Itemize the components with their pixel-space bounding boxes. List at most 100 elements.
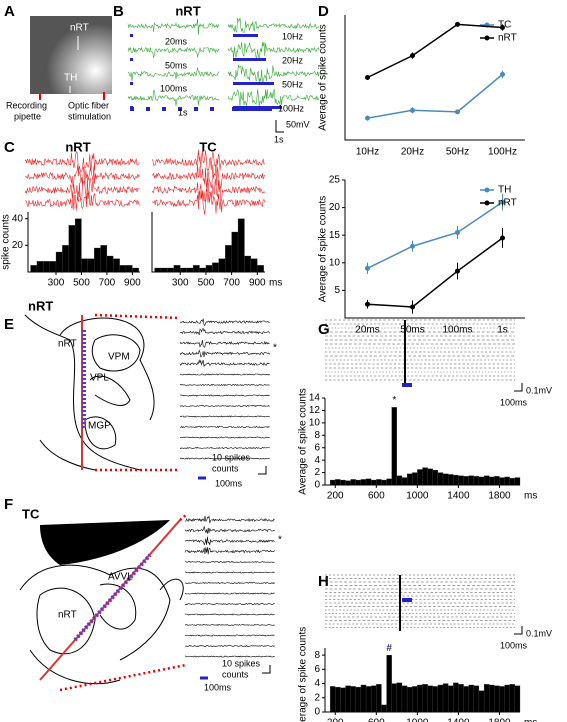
bar [360,684,367,713]
bar [371,479,377,486]
bar [453,682,459,713]
scale-bar [262,665,271,674]
trace [227,65,320,83]
bar [427,685,433,713]
stim-marker [130,58,133,61]
bar [391,407,397,486]
duration-label: 1s [178,107,188,117]
bar [340,687,346,713]
bar [437,472,444,486]
bar [81,258,88,273]
bar [335,479,341,486]
y-tick-label: 20 [329,202,341,213]
bar [355,479,362,486]
bar [43,261,50,273]
y-tick-label: 8 [314,430,320,441]
bar [468,684,474,713]
point [365,265,370,271]
y-tick-label: 15 [329,230,341,241]
duration-label: 20ms [165,36,188,46]
bar [504,684,510,713]
zoom-line [179,514,187,521]
trace [179,359,270,368]
trace [184,515,275,524]
y-tick-label: 0 [314,707,320,718]
trace [127,18,220,35]
bar [167,267,174,273]
x-tick-label: 1800 [488,491,511,502]
stim-bar [402,598,412,602]
bar [87,258,95,273]
stim-marker [146,107,150,111]
bar [422,467,428,486]
y-axis-label: spike counts [1,214,12,270]
bar [437,684,444,713]
stim-marker [130,34,133,37]
annotation: # [386,643,392,654]
scale-label: 10 spikes [212,452,251,462]
y-tick-label: 25 [329,175,341,186]
point [455,268,460,274]
trace [184,560,275,564]
bar [218,258,226,273]
scale-label: 100ms [204,682,232,692]
bar [106,255,114,273]
bar [49,261,57,273]
star: * [273,343,277,354]
scale-label: 100ms [500,397,528,407]
stim-marker [162,107,166,111]
freq-label: 100Hz [278,103,305,113]
trace [179,340,270,348]
region-label: nRT [58,339,77,350]
trace [179,404,270,407]
bar [186,267,194,273]
stim-marker [178,107,182,111]
bar [391,683,397,713]
bar [463,476,469,486]
y-tick-label: 20 [12,240,24,251]
scale-label: 0.1mV [526,385,552,395]
panel-label: G [318,321,330,338]
y-tick-label: 14 [309,393,321,404]
bar [427,468,433,486]
scale-label: 100ms [500,640,528,650]
x-axis-label: ms [524,718,537,722]
bar [463,686,469,713]
trace [24,164,140,188]
trace [127,67,220,82]
point [365,301,370,307]
point [500,71,505,77]
stim-marker [233,58,266,61]
bar [386,478,392,486]
bar [489,476,495,486]
scale-label: 1s [274,134,284,144]
trace [151,178,266,203]
y-tick-label: 10 [329,257,341,268]
bar [237,218,245,273]
trace [185,571,275,574]
caption: stimulation [68,111,111,121]
x-tick-label: 300 [172,278,189,289]
bar [160,267,168,273]
bar [376,684,382,713]
trace [24,177,140,203]
trace [179,349,270,358]
scale-label: counts [222,669,249,679]
duration-label: 100ms [160,83,188,93]
bar [329,479,336,486]
trace [24,191,140,211]
legend-marker [484,200,490,206]
point [410,53,415,59]
bar [401,685,408,713]
stim-marker [233,82,274,85]
y-tick-label: 2 [314,692,320,703]
bar [396,682,403,713]
trace [184,581,275,585]
scale-label: 0.1mV [526,628,552,638]
y-tick-label: 4 [314,455,320,466]
panel-label: D [318,3,329,20]
x-tick-label: 20ms [355,325,379,336]
y-tick-label: 6 [314,442,320,453]
scale-bar [275,120,284,133]
bar [473,476,480,486]
